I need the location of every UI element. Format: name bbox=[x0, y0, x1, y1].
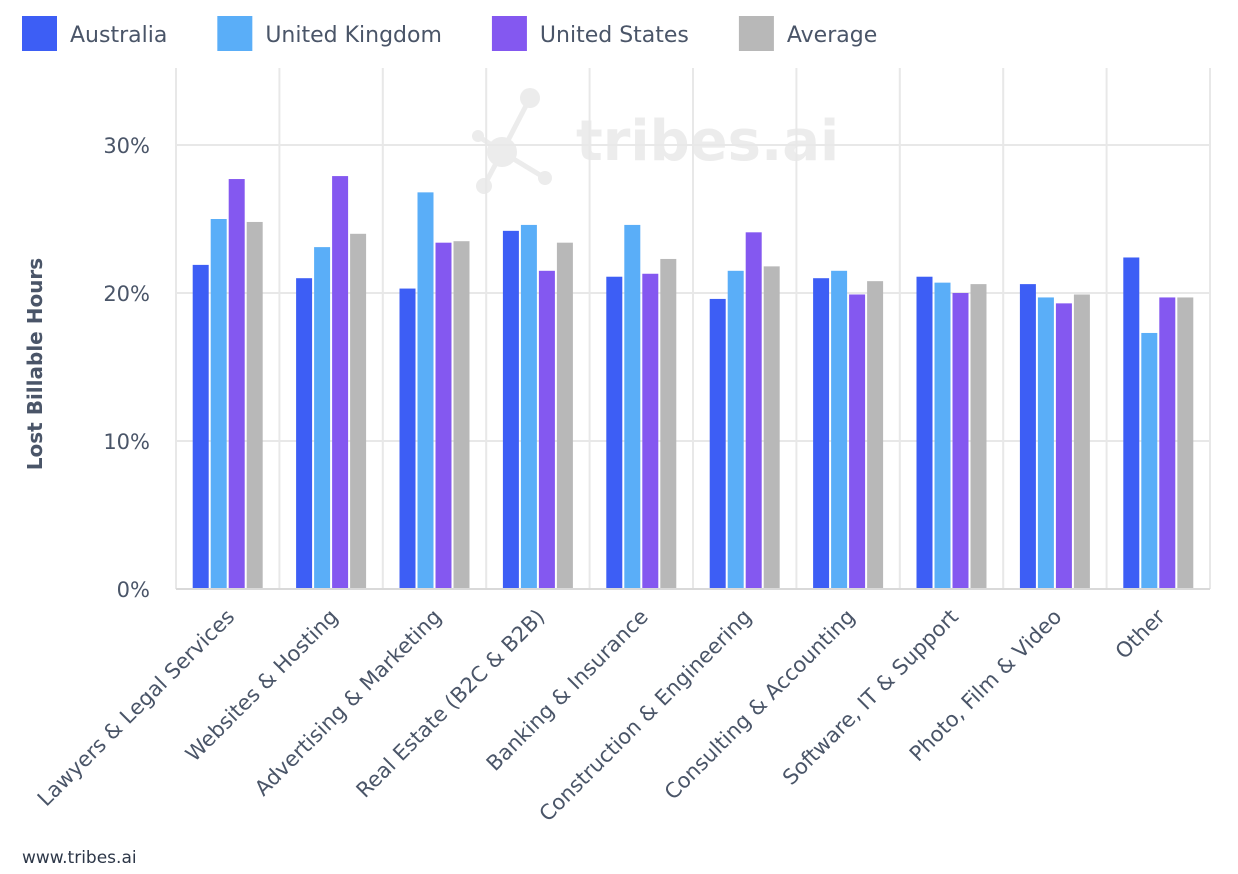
bar-australia-3[interactable] bbox=[502, 230, 519, 589]
bar-united-states-5[interactable] bbox=[745, 232, 762, 589]
gridlines bbox=[175, 68, 1211, 589]
y-tick-label: 30% bbox=[103, 134, 150, 158]
y-tick-label: 10% bbox=[103, 430, 150, 454]
bar-united-states-1[interactable] bbox=[332, 176, 349, 589]
legend-swatch-average[interactable] bbox=[738, 16, 774, 51]
x-tick-label: Other bbox=[1111, 604, 1170, 663]
bar-australia-6[interactable] bbox=[813, 278, 830, 589]
x-tick-label: Advertising & Marketing bbox=[250, 605, 446, 801]
legend-label-average[interactable]: Average bbox=[787, 23, 877, 48]
bar-australia-0[interactable] bbox=[192, 264, 209, 589]
bars bbox=[192, 176, 1194, 590]
x-tick-label: Real Estate (B2C & B2B) bbox=[352, 605, 550, 803]
x-tick-label: Construction & Engineering bbox=[535, 605, 757, 827]
x-tick-label: Lawyers & Legal Services bbox=[33, 605, 239, 811]
bar-united-kingdom-8[interactable] bbox=[1037, 297, 1054, 589]
bar-average-8[interactable] bbox=[1073, 294, 1090, 589]
watermark-text: tribes.ai bbox=[576, 109, 839, 174]
bar-australia-1[interactable] bbox=[296, 278, 313, 589]
bar-average-2[interactable] bbox=[453, 241, 470, 589]
bar-average-7[interactable] bbox=[970, 284, 987, 589]
bar-average-5[interactable] bbox=[763, 266, 780, 589]
bar-average-3[interactable] bbox=[556, 242, 573, 589]
bar-average-6[interactable] bbox=[867, 281, 884, 589]
bar-united-kingdom-5[interactable] bbox=[727, 270, 744, 589]
bar-australia-4[interactable] bbox=[606, 276, 623, 589]
bar-united-states-9[interactable] bbox=[1159, 297, 1176, 589]
legend: Australia United Kingdom United States Aver… bbox=[22, 16, 877, 51]
bar-united-kingdom-1[interactable] bbox=[314, 247, 331, 589]
x-tick-label: Consulting & Accounting bbox=[660, 605, 860, 805]
bar-united-kingdom-9[interactable] bbox=[1141, 332, 1158, 589]
bar-australia-8[interactable] bbox=[1019, 284, 1036, 589]
x-tick-label: Software, IT & Support bbox=[778, 605, 963, 790]
y-axis-label: Lost Billable Hours bbox=[23, 258, 47, 470]
legend-swatch-united-kingdom[interactable] bbox=[217, 16, 253, 51]
legend-label-united-states[interactable]: United States bbox=[540, 23, 689, 48]
legend-swatch-united-states[interactable] bbox=[491, 16, 527, 51]
legend-label-australia[interactable]: Australia bbox=[70, 23, 167, 48]
bar-united-states-7[interactable] bbox=[952, 293, 969, 589]
bar-australia-2[interactable] bbox=[399, 288, 416, 589]
bar-united-kingdom-2[interactable] bbox=[417, 192, 434, 590]
bar-united-states-2[interactable] bbox=[435, 242, 452, 589]
bar-united-states-6[interactable] bbox=[849, 294, 866, 589]
bar-united-kingdom-0[interactable] bbox=[210, 219, 227, 589]
watermark: tribes.ai bbox=[472, 88, 839, 194]
legend-swatch-australia[interactable] bbox=[22, 16, 57, 51]
bar-average-4[interactable] bbox=[660, 258, 677, 589]
bar-united-states-8[interactable] bbox=[1055, 303, 1072, 589]
y-tick-label: 0% bbox=[117, 578, 150, 602]
bar-united-states-3[interactable] bbox=[538, 270, 555, 589]
bar-australia-7[interactable] bbox=[916, 276, 933, 589]
bar-united-kingdom-3[interactable] bbox=[520, 224, 537, 590]
bar-united-kingdom-6[interactable] bbox=[831, 270, 848, 589]
bar-united-states-0[interactable] bbox=[228, 179, 245, 590]
bar-australia-9[interactable] bbox=[1123, 257, 1140, 589]
bar-united-kingdom-4[interactable] bbox=[624, 224, 641, 590]
bar-average-1[interactable] bbox=[350, 233, 367, 590]
bar-australia-5[interactable] bbox=[709, 298, 726, 589]
bar-average-9[interactable] bbox=[1177, 297, 1194, 589]
footer-url: www.tribes.ai bbox=[22, 848, 137, 868]
y-tick-label: 20% bbox=[103, 282, 150, 306]
bar-united-kingdom-7[interactable] bbox=[934, 282, 951, 589]
legend-label-united-kingdom[interactable]: United Kingdom bbox=[265, 23, 442, 48]
bar-average-0[interactable] bbox=[246, 221, 263, 589]
bar-united-states-4[interactable] bbox=[642, 273, 659, 589]
